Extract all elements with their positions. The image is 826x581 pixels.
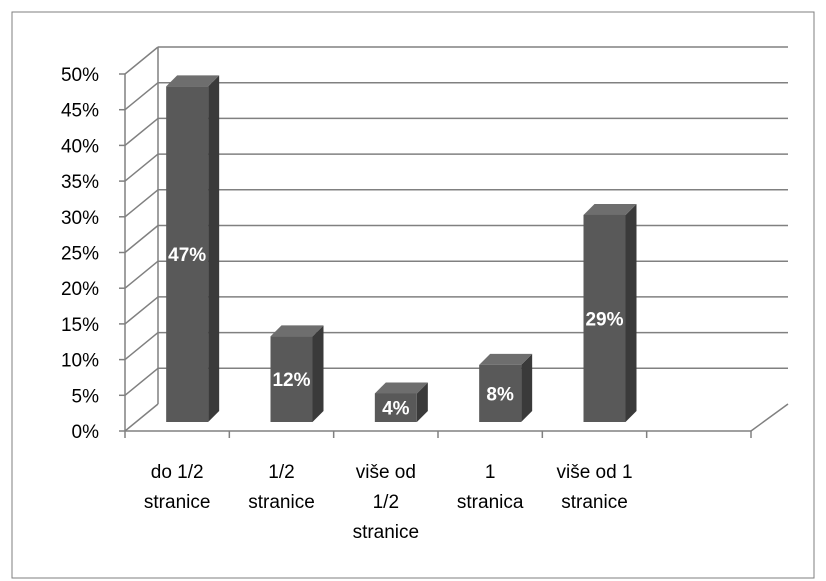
data-label: 12%: [272, 370, 310, 391]
y-tick-label: 25%: [61, 244, 99, 265]
gridline-depth: [124, 332, 159, 361]
gridline-depth: [124, 189, 159, 218]
floor-right-edge: [750, 403, 789, 432]
data-label: 8%: [486, 384, 514, 405]
bar-side: [208, 75, 220, 423]
x-category-line: 1/2: [373, 492, 399, 513]
y-axis-ticks: 0% 5% 10% 15% 20% 25% 30% 35% 40% 45% 50%: [61, 65, 99, 443]
y-tick-label: 30%: [61, 208, 99, 229]
x-category-label: do 1/2 stranice: [144, 462, 211, 513]
bar-top: [479, 353, 533, 365]
bar: 12%: [270, 325, 324, 422]
gridline-depth: [124, 82, 159, 111]
bar: 4%: [374, 382, 428, 422]
bar-front: [374, 393, 417, 422]
gridline-depth: [124, 403, 159, 432]
gridline-depth: [124, 296, 159, 325]
x-category-line: stranice: [353, 522, 420, 543]
x-category-line: do 1/2: [151, 462, 204, 483]
x-category-label: 1/2 stranice: [248, 462, 315, 513]
y-tick-label: 5%: [72, 386, 100, 407]
bar-side: [625, 203, 637, 422]
gridline-depth: [124, 367, 159, 396]
y-tick-label: 40%: [61, 136, 99, 157]
y-tick-label: 20%: [61, 279, 99, 300]
x-category-line: više od 1: [556, 462, 632, 483]
bar-front: [270, 336, 313, 422]
gridline-depth: [124, 46, 159, 75]
x-category-line: 1/2: [268, 462, 294, 483]
gridline-depth: [124, 153, 159, 182]
y-tick-label: 15%: [61, 315, 99, 336]
y-tick-label: 35%: [61, 172, 99, 193]
bar-top: [270, 325, 324, 337]
bar-front: [166, 86, 209, 423]
gridline-depth: [124, 260, 159, 289]
gridline-depth: [124, 117, 159, 146]
data-label: 29%: [585, 309, 623, 330]
bar-top: [583, 203, 637, 215]
data-label: 47%: [168, 245, 206, 266]
y-tick-label: 45%: [61, 101, 99, 122]
x-category-line: stranice: [144, 492, 211, 513]
x-category-line: stranice: [561, 492, 628, 513]
bars: 47% 12% 4% 8% 29%: [166, 75, 637, 423]
x-category-line: stranice: [248, 492, 315, 513]
y-tick-label: 50%: [61, 65, 99, 86]
x-axis-categories: do 1/2 stranice 1/2 stranice više od 1/2 stran…: [144, 462, 633, 543]
bar: 29%: [583, 203, 637, 422]
bar-side: [312, 325, 324, 422]
y-tick-label: 0%: [72, 422, 100, 443]
chart-border: [11, 11, 815, 579]
x-category-label: više od 1/2 stranice: [353, 462, 420, 543]
bar-top: [166, 75, 220, 87]
bar-front: [583, 214, 626, 422]
x-category-label: 1 stranica: [457, 462, 524, 513]
x-category-line: više od: [356, 462, 416, 483]
y-tick-label: 10%: [61, 351, 99, 372]
bar-front: [479, 364, 522, 422]
bar-side: [521, 353, 533, 422]
gridlines: [124, 46, 788, 432]
x-category-line: stranica: [457, 492, 524, 513]
x-category-label: više od 1 stranice: [556, 462, 632, 513]
gridline-depth: [124, 224, 159, 254]
bar: 8%: [479, 353, 533, 422]
bar-top: [374, 382, 428, 394]
axes: [119, 47, 789, 438]
bar-side: [416, 382, 428, 422]
bar: 47%: [166, 75, 220, 423]
x-category-line: 1: [485, 462, 496, 483]
data-label: 4%: [382, 399, 410, 420]
